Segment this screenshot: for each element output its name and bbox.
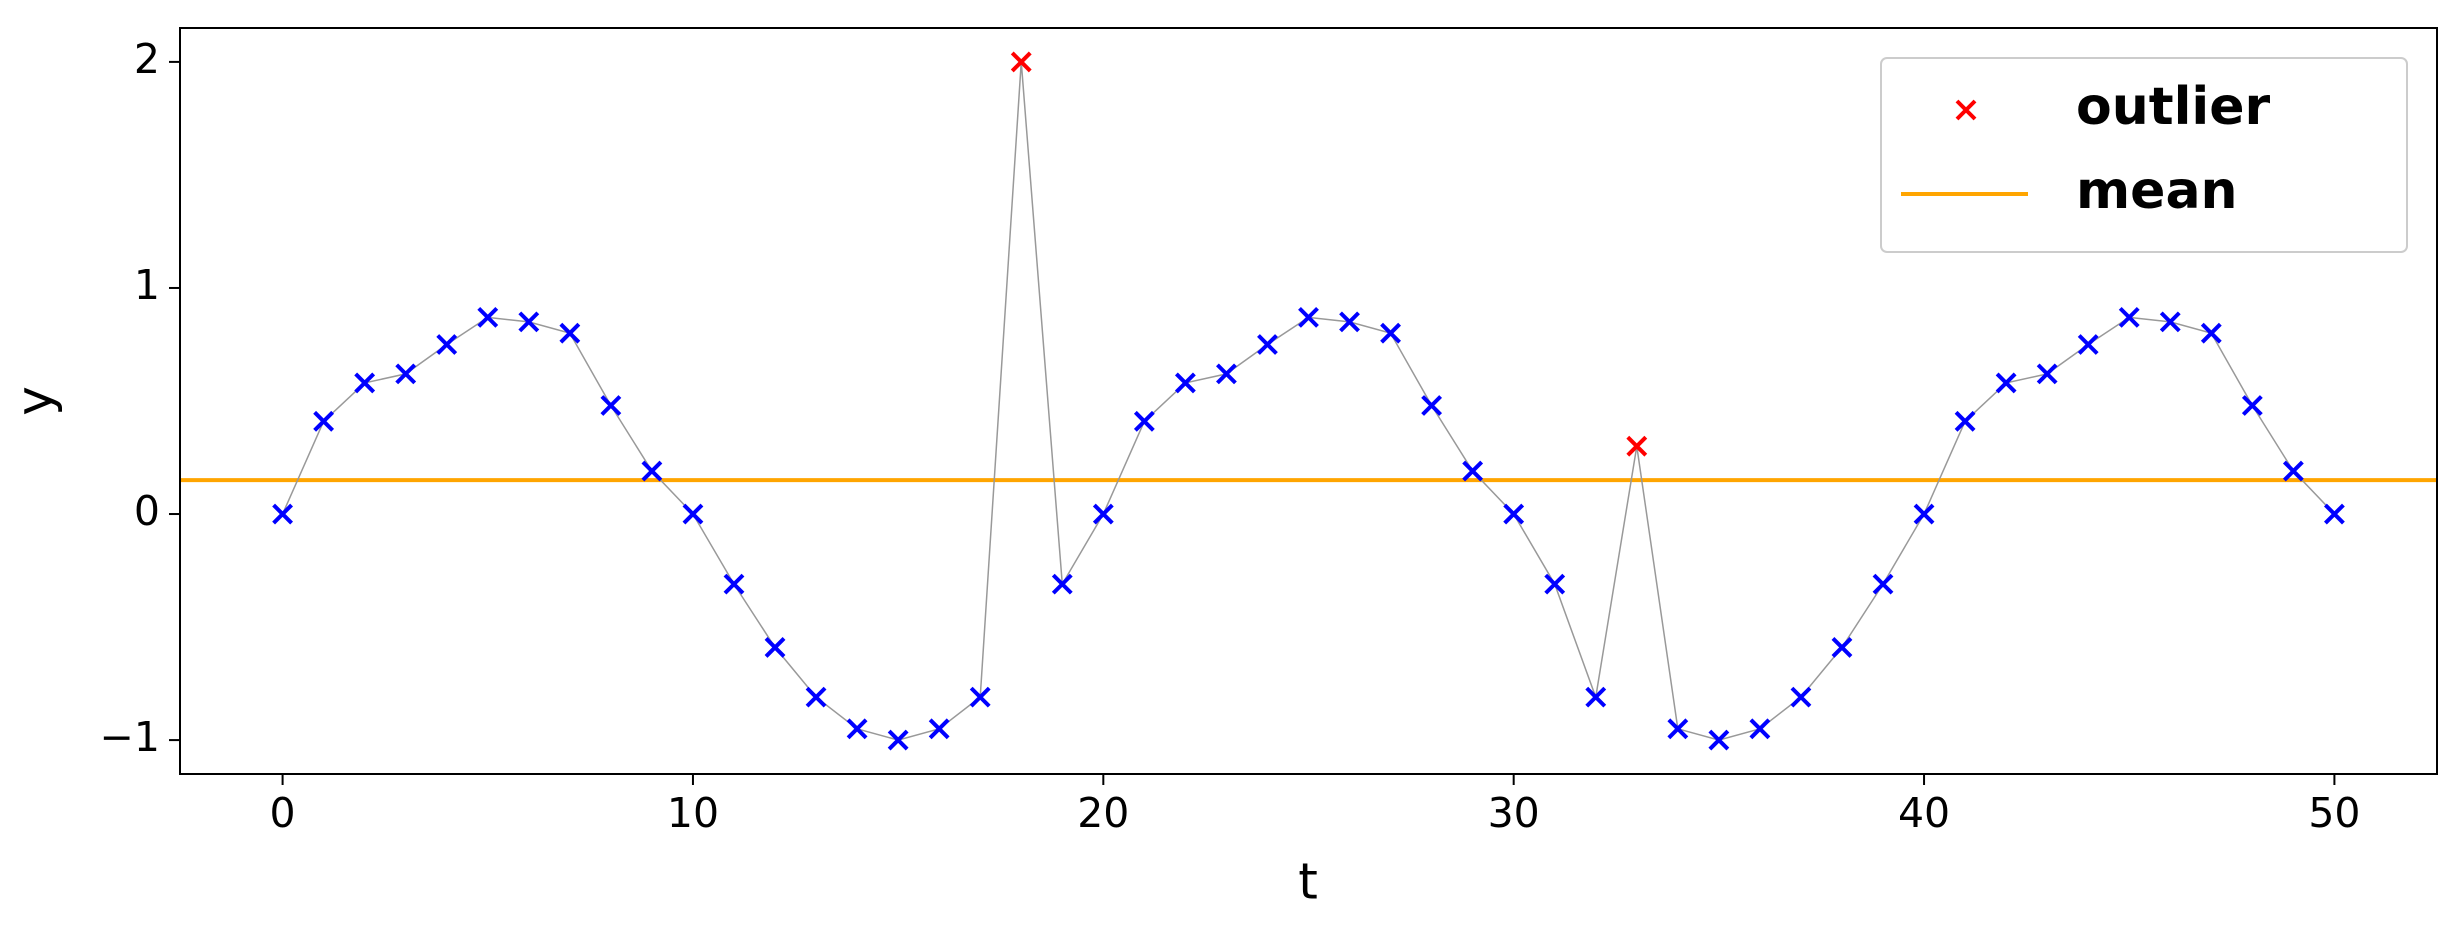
data-point [1339,311,1360,333]
data-point [928,718,950,740]
data-point [2241,395,2263,416]
plot-frame [179,27,2438,775]
data-point [436,334,458,355]
data-point [805,686,827,708]
data-point [1462,460,1484,482]
x-tick-label: 0 [270,789,296,837]
outlier-point [1626,435,1648,457]
data-point [2036,363,2058,385]
data-point [1667,718,1689,740]
data-point [682,503,704,525]
data-point [2077,334,2099,355]
data-point [1380,322,1401,344]
data-point [1133,410,1155,432]
data-point [1421,395,1443,416]
y-tick-label: −1 [100,713,160,761]
data-point [1544,573,1566,595]
data-point [1708,729,1730,751]
data-point [477,306,499,328]
data-point [1298,306,1319,328]
data-point [559,322,581,344]
data-point [272,503,294,525]
data-point [2323,503,2345,525]
data-point [518,311,540,333]
x-axis-label: t [1298,853,1318,911]
data-point [395,363,417,385]
data-point [887,729,909,751]
data-point [1749,718,1771,740]
data-point [1913,503,1935,525]
data-point [1503,503,1525,525]
data-point [1954,410,1976,432]
outlier-point [1010,51,1032,73]
x-tick-label: 10 [667,789,719,837]
data-point [1585,686,1607,708]
x-tick-label: 30 [1488,789,1540,837]
data-point [1872,573,1894,595]
data-point [1790,686,1812,708]
data-point [1051,573,1073,595]
legend-label: outlier [2076,77,2271,137]
data-point [2282,460,2304,482]
data-point [354,372,376,394]
legend-box [1880,57,2408,253]
x-tick-label: 20 [1077,789,1129,837]
data-point [1995,372,2017,394]
data-point [2118,306,2140,328]
data-point [1257,334,1278,355]
data-point [1831,636,1853,658]
data-point [1216,363,1237,385]
x-tick-label: 40 [1898,789,1950,837]
y-tick-label: 0 [134,487,160,535]
data-point [723,573,745,595]
data-point [764,636,786,658]
data-point [1092,503,1114,525]
y-axis-label: y [6,386,64,416]
legend-label: mean [2076,161,2238,221]
x-tick-label: 50 [2308,789,2360,837]
data-point [600,395,622,416]
data-point [313,410,335,432]
data-point [2200,322,2222,344]
data-point [846,718,868,740]
y-tick-label: 2 [134,35,160,83]
data-point [969,686,991,708]
data-point [641,460,663,482]
data-point [2159,311,2181,333]
y-tick-label: 1 [134,261,160,309]
legend-marker [1955,99,1977,121]
data-point [1174,372,1196,394]
